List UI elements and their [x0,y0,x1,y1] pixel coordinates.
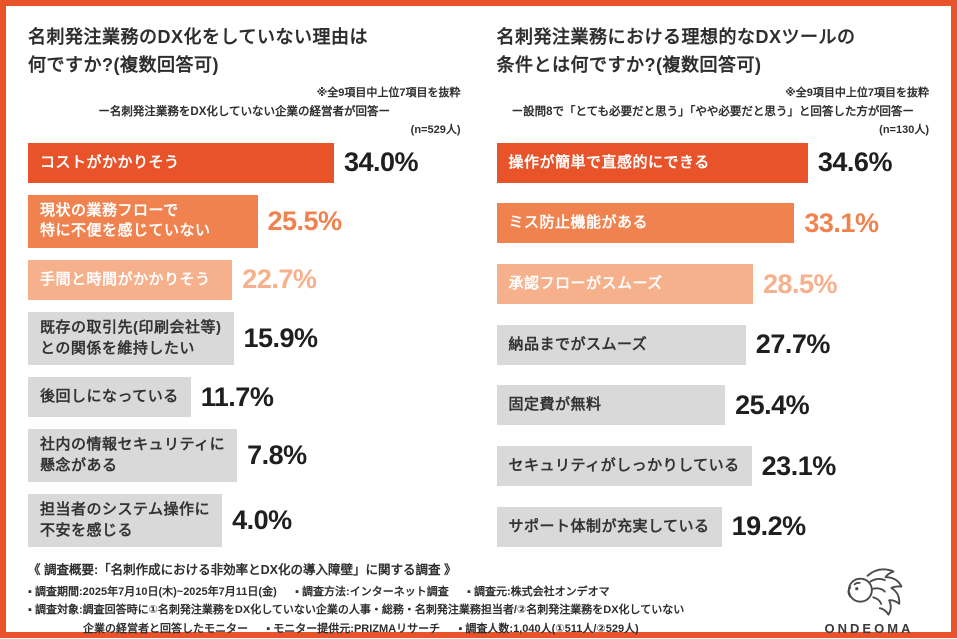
bar-value: 25.5% [267,205,343,236]
right-chart-bars: 操作が簡単で直感的にできる 34.6% ミス防止機能がある 33.1% 承認フロ… [496,142,930,547]
bar-label: 承認フローがスムーズ [508,274,663,292]
bar-value: 27.7% [755,329,831,360]
bar-row: 担当者のシステム操作に 不安を感じる 4.0% [28,494,461,547]
ondeoma-lion-icon [833,557,905,619]
survey-overview-footer: 《 調査概要:「名刺作成における非効率とDX化の導入障壁」に関する調査 》 ▪ … [28,557,929,639]
bar-label: 操作が簡単で直感的にできる [508,153,710,171]
bar-value: 28.5% [763,268,838,299]
left-chart-note: ※全9項目中上位7項目を抜粋 [316,86,461,99]
bar: 手間と時間がかかりそう [28,259,233,300]
bar: サポート体制が充実している [496,506,722,547]
left-chart-subtitle: ー名刺発注業務をDX化していない企業の経営者が回答ー [98,105,391,118]
bar-label: セキュリティがしっかりしている [508,456,740,474]
bar-row: セキュリティがしっかりしている 23.1% [496,446,930,487]
bar-value: 7.8% [247,440,307,471]
bar-value: 25.4% [735,389,810,420]
bar: 承認フローがスムーズ [496,264,753,305]
right-chart-title: 名刺発注業務における理想的なDXツールの 条件とは何ですか?(複数回答可) [496,27,856,75]
survey-overview-line-1: ▪ 調査期間:2025年7月10日(木)~2025年7月11日(金) ▪ 調査方… [28,585,610,598]
bar: 固定費が無料 [496,385,726,426]
bar-label: 納品までがスムーズ [508,335,648,353]
bar-label: 手間と時間がかかりそう [40,270,211,288]
bar-value: 33.1% [804,207,879,238]
bar: 担当者のシステム操作に 不安を感じる [28,494,223,547]
left-chart-title: 名刺発注業務のDX化をしていない理由は 何ですか?(複数回答可) [28,27,368,75]
bar-row: 承認フローがスムーズ 28.5% [496,264,930,305]
bar-label: ミス防止機能がある [508,214,649,232]
bar-label: 社内の情報セキュリティに 懸念がある [40,436,226,474]
survey-overview-line-2: ▪ 調査対象:調査回答時に①名刺発注業務をDX化していない企業の人事・総務・名刺… [28,604,685,617]
left-chart-bars: コストがかかりそう 34.0% 現状の業務フローで 特に不便を感じていない 25… [28,142,461,547]
right-chart-note: ※全9項目中上位7項目を抜粋 [785,86,929,99]
bar: セキュリティがしっかりしている [496,446,752,487]
bar: ミス防止機能がある [496,203,795,244]
charts-container: 名刺発注業務のDX化をしていない理由は 何ですか?(複数回答可) ※全9項目中上… [28,22,929,547]
bar-label: 後回しになっている [40,387,179,405]
survey-overview-text: 《 調査概要:「名刺作成における非効率とDX化の導入障壁」に関する調査 》 ▪ … [28,557,809,639]
bar: 納品までがスムーズ [496,324,746,365]
bar: 社内の情報セキュリティに 懸念がある [28,429,238,482]
bar-row: サポート体制が充実している 19.2% [496,506,930,547]
ondeoma-logo-text: ONDEOMA [824,620,914,636]
bar-row: 社内の情報セキュリティに 懸念がある 7.8% [28,429,461,482]
left-chart: 名刺発注業務のDX化をしていない理由は 何ですか?(複数回答可) ※全9項目中上… [28,22,461,547]
right-chart: 名刺発注業務における理想的なDXツールの 条件とは何ですか?(複数回答可) ※全… [496,22,930,547]
bar-row: 操作が簡単で直感的にできる 34.6% [496,142,930,183]
bar-value: 34.0% [344,147,419,178]
bar-value: 15.9% [243,323,319,354]
bar-row: ミス防止機能がある 33.1% [496,203,930,244]
bar-row: 納品までがスムーズ 27.7% [496,324,930,365]
bar: コストがかかりそう [28,142,334,183]
bar-row: 現状の業務フローで 特に不便を感じていない 25.5% [28,195,461,248]
bar-label: サポート体制が充実している [508,517,710,535]
bar: 後回しになっている [28,377,191,418]
bar-label: 担当者のシステム操作に 不安を感じる [40,501,211,539]
bar-value: 19.2% [731,511,807,542]
bar-row: 既存の取引先(印刷会社等) との関係を維持したい 15.9% [28,312,461,365]
bar-row: 固定費が無料 25.4% [496,385,930,426]
right-chart-subtitle: ー設問8で「とても必要だと思う」「やや必要だと思う」と回答した方が回答ー [511,105,914,118]
bar-label: 既存の取引先(印刷会社等) との関係を維持したい [40,319,222,357]
survey-overview-heading: 《 調査概要:「名刺作成における非効率とDX化の導入障壁」に関する調査 》 [28,562,457,577]
bar: 現状の業務フローで 特に不便を感じていない [28,195,258,248]
bar-label: 現状の業務フローで 特に不便を感じていない [40,202,211,240]
ondeoma-logo: ONDEOMA [809,557,929,636]
bar-row: コストがかかりそう 34.0% [28,142,461,183]
bar-label: 固定費が無料 [508,396,602,414]
survey-overview-line-3: 企業の経営者と回答したモニター ▪ モニター提供元:PRIZMAリサーチ ▪ 調… [28,623,639,636]
bar-value: 23.1% [761,450,837,481]
bar: 操作が簡単で直感的にできる [496,142,808,183]
bar: 既存の取引先(印刷会社等) との関係を維持したい [28,312,234,365]
bar-row: 後回しになっている 11.7% [28,377,461,418]
bar-value: 11.7% [200,381,274,412]
bar-value: 22.7% [242,264,317,295]
left-chart-sample-size: (n=529人) [410,123,461,136]
bar-value: 4.0% [232,505,292,535]
bar-row: 手間と時間がかかりそう 22.7% [28,259,461,300]
bar-label: コストがかかりそう [40,153,180,171]
right-chart-sample-size: (n=130人) [879,123,929,136]
bar-value: 34.6% [817,147,893,178]
